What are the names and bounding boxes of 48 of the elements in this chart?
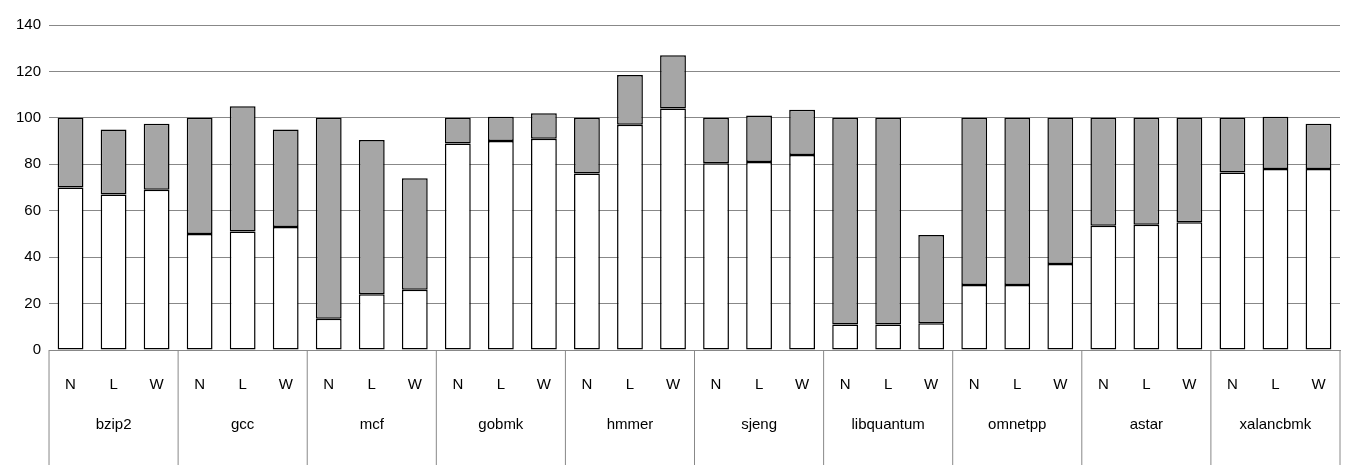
x-tick-label: N (194, 375, 206, 393)
x-tick-label: N (839, 375, 851, 393)
y-tick-label: 80 (24, 154, 42, 172)
text: gcc (231, 415, 255, 433)
y-tick-label: 140 (16, 15, 42, 33)
text: hmmer (606, 415, 654, 433)
x-tick-label: W (665, 375, 681, 393)
x-tick-label: L (238, 375, 247, 393)
x-tick-label: W (536, 375, 552, 393)
text: mcf (359, 415, 385, 433)
x-tick-label: N (1227, 375, 1238, 393)
y-tick-label: 0 (32, 340, 42, 358)
x-tick-label: N (452, 375, 464, 393)
text: omnetpp (988, 415, 1047, 433)
x-tick-label: N (1097, 375, 1109, 393)
text: libquantum (851, 415, 925, 433)
x-tick-label: W (149, 375, 165, 393)
x-tick-label: L (1013, 375, 1022, 393)
y-tick-label: 20 (24, 293, 42, 311)
x-tick-label: W (1311, 375, 1327, 393)
text: bzip2 (95, 415, 132, 433)
x-tick-label: L (883, 375, 893, 393)
x-tick-label: W (1182, 375, 1198, 393)
text: astar (1129, 415, 1164, 433)
text: xalancbmk (1239, 415, 1312, 433)
x-tick-label: L (109, 375, 118, 393)
x-tick-label: N (65, 375, 76, 393)
x-tick-label: L (754, 375, 764, 393)
x-tick-label: L (625, 375, 635, 393)
x-tick-label: L (496, 375, 506, 393)
x-tick-label: L (367, 375, 376, 393)
x-tick-label: N (581, 375, 593, 393)
text: gobmk (478, 415, 524, 433)
x-tick-label: N (968, 375, 980, 393)
y-tick-label: 60 (24, 200, 42, 218)
y-tick-label: 120 (16, 61, 42, 79)
x-tick-label: N (710, 375, 722, 393)
x-tick-label: W (924, 375, 940, 393)
text: sjeng (741, 415, 777, 433)
x-tick-label: N (323, 375, 335, 393)
x-tick-label: W (278, 375, 294, 393)
x-tick-label: W (795, 375, 811, 393)
x-tick-label: L (1142, 375, 1151, 393)
y-tick-label: 40 (24, 247, 42, 265)
x-tick-label: W (407, 375, 423, 393)
y-tick-label: 100 (16, 108, 42, 125)
x-tick-label: W (1053, 375, 1069, 393)
x-tick-label: L (1271, 375, 1280, 393)
